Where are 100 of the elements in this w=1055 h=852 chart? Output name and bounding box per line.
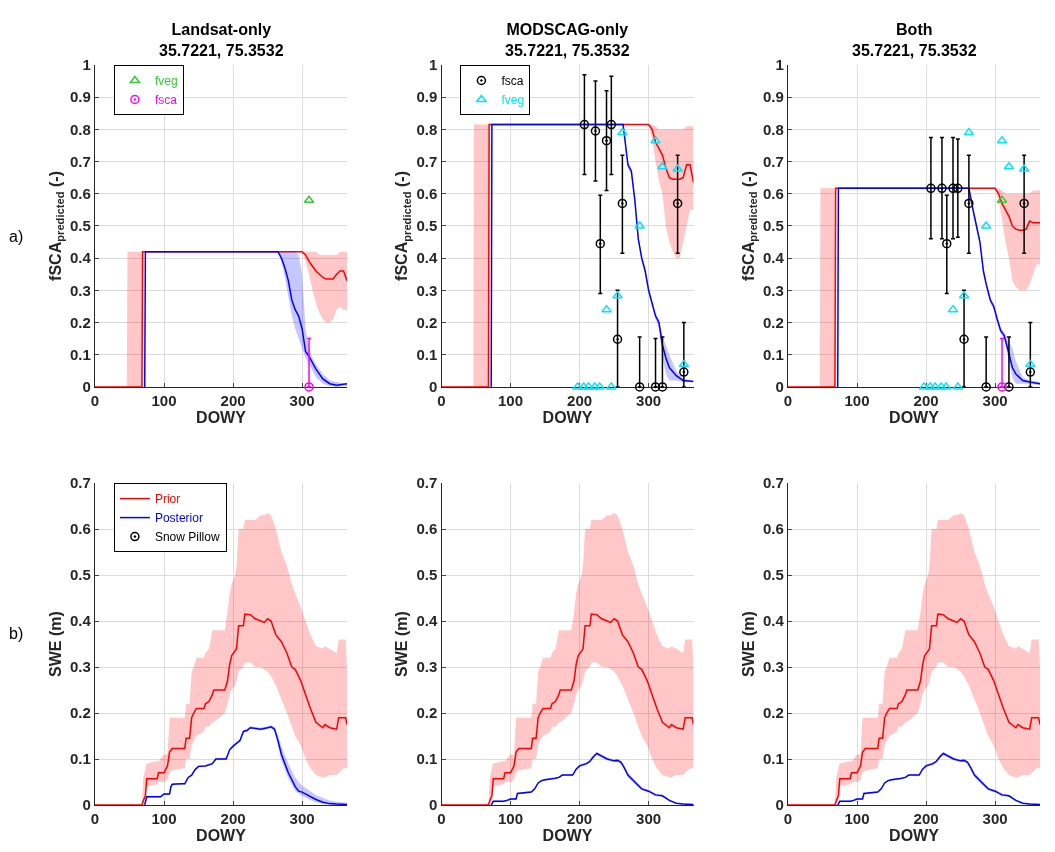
point [1025, 367, 1036, 377]
chart-subtitle: 35.7221, 75.3532 [505, 41, 630, 59]
y-tick-label: 1 [429, 56, 438, 74]
point [612, 334, 623, 345]
y-tick-label: 0.4 [416, 249, 439, 267]
legend-label: Posterior [154, 511, 203, 526]
chart-subtitle: 35.7221, 75.3532 [159, 41, 284, 59]
point [634, 382, 645, 392]
point [657, 382, 668, 392]
y-axis-title: SWE (m) [46, 611, 64, 677]
y-tick-label: 0.6 [70, 520, 91, 538]
y-tick-label: 0.1 [416, 345, 438, 363]
x-tick-label: 200 [913, 810, 939, 828]
point [1019, 198, 1029, 209]
point [595, 238, 606, 249]
x-tick-label: 200 [567, 810, 593, 828]
y-tick-label: 0.4 [763, 612, 785, 630]
y-tick-label: 0 [775, 378, 784, 396]
legend-label: fveg [501, 93, 525, 108]
y-tick-label: 0.7 [763, 474, 784, 492]
point [617, 127, 628, 136]
chart-title: Both [896, 21, 933, 38]
y-tick-label: 0.9 [70, 88, 91, 106]
line-series [490, 123, 694, 387]
y-tick-label: 0.1 [763, 750, 784, 768]
x-tick-label: 300 [982, 392, 1008, 409]
x-tick-label: 100 [151, 392, 177, 409]
y-tick-label: 0.8 [763, 120, 784, 138]
point [601, 304, 612, 313]
point [579, 119, 590, 130]
point [942, 238, 952, 249]
point [617, 198, 628, 209]
legend-label: fveg [154, 74, 178, 89]
point [959, 334, 969, 345]
point [572, 382, 583, 390]
y-tick-label: 0.7 [416, 152, 438, 170]
point [601, 135, 612, 146]
y-tick-label: 0.2 [763, 313, 784, 331]
y-tick-label: 1 [775, 56, 784, 74]
y-tick-label: 0.9 [763, 88, 784, 106]
point [953, 183, 963, 194]
x-axis-title: DOWY [889, 827, 940, 845]
y-tick-label: 0.2 [70, 313, 91, 331]
y-tick-label: 0.4 [763, 249, 785, 267]
y-tick-label: 0.5 [416, 217, 438, 235]
chart-title: MODSCAG-only [506, 21, 629, 38]
point [650, 135, 661, 144]
y-axis-title: SWE (m) [393, 611, 411, 677]
point [964, 198, 974, 209]
y-tick-label: 0.1 [70, 750, 91, 768]
x-axis-title: DOWY [889, 409, 940, 426]
y-tick-label: 0.1 [763, 345, 784, 363]
y-tick-label: 0.2 [416, 313, 438, 331]
x-tick-label: 300 [289, 810, 315, 828]
y-tick-label: 0 [775, 796, 784, 814]
y-tick-label: 0.3 [763, 281, 784, 299]
y-tick-label: 0.6 [416, 185, 438, 203]
y-tick-label: 0.3 [763, 658, 784, 676]
point [650, 382, 661, 392]
x-axis-title: DOWY [542, 409, 593, 426]
point [937, 183, 947, 194]
legend-label: fsca [154, 93, 178, 108]
point [1024, 359, 1036, 368]
point [594, 382, 605, 390]
legend-label: Snow Pillow [154, 530, 220, 545]
x-tick-label: 100 [498, 810, 524, 828]
x-tick-label: 200 [913, 392, 939, 409]
y-axis-title: SWE (m) [739, 611, 757, 677]
text: b) [9, 625, 24, 642]
y-tick-label: 0.6 [763, 520, 784, 538]
y-tick-label: 0 [82, 378, 91, 396]
y-tick-label: 0.1 [70, 345, 91, 363]
point [678, 359, 690, 368]
y-tick-label: 0.7 [763, 152, 784, 170]
x-tick-label: 300 [982, 810, 1008, 828]
y-tick-label: 0.3 [416, 281, 438, 299]
chart-title: Landsat-only [171, 21, 272, 38]
point [1004, 382, 1014, 392]
x-tick-label: 300 [636, 810, 662, 828]
point [963, 127, 975, 136]
y-tick-label: 0.8 [70, 120, 91, 138]
y-tick-label: 0.6 [416, 520, 438, 538]
y-tick-label: 0.6 [763, 185, 784, 203]
y-tick-label: 0.5 [763, 566, 784, 584]
y-tick-label: 0.5 [70, 217, 91, 235]
y-tick-label: 0.5 [763, 217, 784, 235]
text: a) [9, 228, 24, 245]
y-tick-label: 0 [429, 378, 438, 396]
y-tick-label: 0.5 [416, 566, 438, 584]
x-axis-title: DOWY [196, 827, 247, 845]
y-tick-label: 0.9 [416, 88, 438, 106]
point [606, 119, 617, 130]
point [672, 164, 683, 172]
x-tick-label: 100 [844, 392, 870, 409]
point [672, 198, 683, 209]
chart-subtitle: 35.7221, 75.3532 [852, 41, 977, 59]
y-tick-label: 0.7 [416, 474, 438, 492]
point [679, 367, 689, 377]
x-tick-label: 200 [567, 392, 593, 409]
x-tick-label: 100 [151, 810, 177, 828]
